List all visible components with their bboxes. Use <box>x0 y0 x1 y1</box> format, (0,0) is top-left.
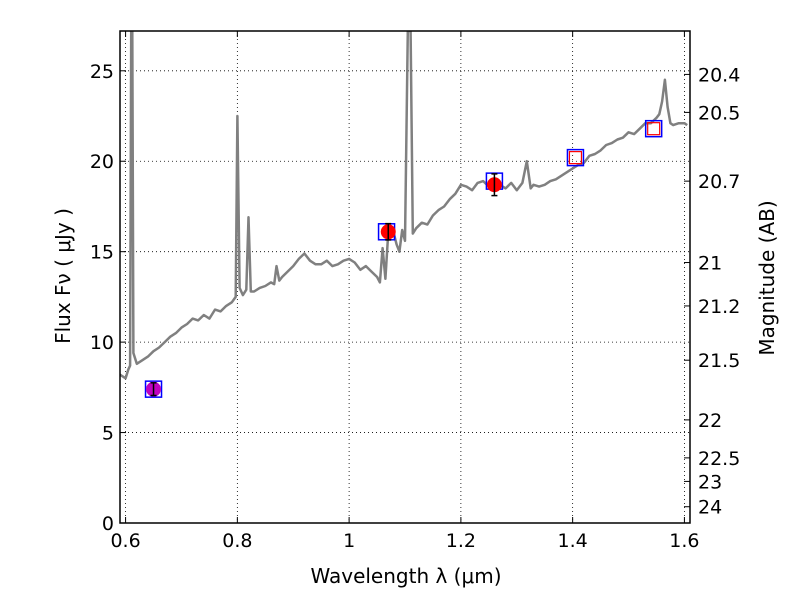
y-tick-label: 25 <box>90 61 114 83</box>
plot-frame <box>119 30 691 524</box>
y2-tick-label: 24 <box>698 497 722 519</box>
y-tick-label: 20 <box>90 151 114 173</box>
x-tick-label: 1.4 <box>558 530 588 552</box>
y2-tick-label: 22.5 <box>698 448 740 470</box>
spectrum-layer <box>120 31 688 380</box>
x-tick-label: 1.6 <box>669 530 699 552</box>
y2-tick-label: 21.2 <box>698 296 740 318</box>
upper-limit-point <box>568 151 583 165</box>
tick-marks <box>120 31 690 524</box>
y-tick-label: 5 <box>102 423 114 445</box>
grid <box>120 31 690 524</box>
y2-axis-title: Magnitude (AB) <box>755 200 779 355</box>
model-point <box>144 380 163 398</box>
y-tick-label: 15 <box>90 242 114 264</box>
y2-tick-label: 21.5 <box>698 350 740 372</box>
x-tick-label: 1 <box>343 530 355 552</box>
upper-limit-point <box>647 122 661 136</box>
x-axis-title: Wavelength λ (μm) <box>310 564 501 588</box>
y2-tick-label: 22 <box>698 410 722 432</box>
y2-tick-label: 20.5 <box>698 102 740 124</box>
y-tick-label: 10 <box>90 332 114 354</box>
marker-layer <box>144 119 663 398</box>
x-tick-label: 1.2 <box>446 530 476 552</box>
model-point <box>644 119 663 138</box>
x-tick-label: 0.6 <box>110 530 140 552</box>
y-tick-label: 0 <box>102 513 114 535</box>
y2-tick-label: 21 <box>698 253 722 275</box>
model-point <box>566 148 585 167</box>
y2-tick-label: 20.7 <box>698 171 740 193</box>
x-tick-label: 0.8 <box>222 530 252 552</box>
spectrum-line <box>120 31 688 380</box>
y2-tick-label: 20.4 <box>698 64 740 86</box>
tick-labels: 0.6 0.8 1 1.2 1.4 1.6 0 5 10 15 20 25 20.4 20.5 20.7 21… <box>90 61 741 552</box>
y-axis-title: Flux Fν ( μJy ) <box>51 208 75 344</box>
y2-tick-label: 23 <box>698 471 722 493</box>
